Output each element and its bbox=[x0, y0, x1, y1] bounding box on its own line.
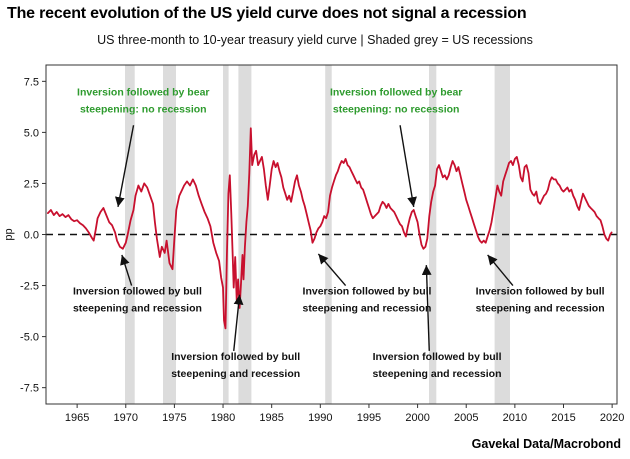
x-tick-label: 1975 bbox=[162, 412, 186, 424]
annotation-arrow-bull-steepening-1981 bbox=[233, 294, 244, 351]
y-tick-label: 2.5 bbox=[24, 178, 39, 190]
page-title: The recent evolution of the US yield cur… bbox=[7, 5, 527, 22]
source-credit: Gavekal Data/Macrobond bbox=[471, 437, 621, 451]
annotation-text-bear-steepening-1967: steepening: no recession bbox=[80, 103, 207, 115]
annotation-text-bull-steepening-2006: steepening and recession bbox=[476, 302, 605, 314]
annotation-text-bull-steepening-1981: steepening and recession bbox=[171, 368, 300, 380]
y-axis-label: pp bbox=[3, 228, 15, 240]
annotation-text-bull-steepening-1989: steepening and recession bbox=[303, 302, 432, 314]
annotation-text-bull-steepening-1989: Inversion followed by bull bbox=[303, 286, 432, 298]
y-tick-label: 0.0 bbox=[24, 230, 39, 242]
x-tick-label: 1995 bbox=[357, 412, 381, 424]
annotation-arrow-bear-steepening-1967 bbox=[115, 125, 135, 208]
yield-curve-chart: -7.5 -5.0 -2.5 0.0 2.5 5.0 7.5 1965 1970 1975 1980… bbox=[3, 64, 624, 424]
annotation-text-bull-steepening-2000: steepening and recession bbox=[373, 368, 502, 380]
annotation-arrow-bull-steepening-2006 bbox=[487, 254, 514, 286]
x-tick-label: 2010 bbox=[503, 412, 527, 424]
x-tick-label: 1970 bbox=[114, 412, 138, 424]
x-tick-label: 2020 bbox=[600, 412, 624, 424]
annotation-text-bull-steepening-2006: Inversion followed by bull bbox=[476, 286, 605, 298]
annotation-text-bull-steepening-1969: Inversion followed by bull bbox=[73, 286, 202, 298]
annotation-arrow-bear-steepening-1998 bbox=[399, 125, 417, 208]
y-tick-label: -5.0 bbox=[20, 332, 39, 344]
recession-band bbox=[223, 65, 229, 404]
chart-subtitle: US three-month to 10-year treasury yield… bbox=[97, 33, 533, 47]
y-tick-label: -2.5 bbox=[20, 281, 39, 293]
yield-curve-line bbox=[47, 127, 613, 330]
annotation-arrow-bull-steepening-1969 bbox=[120, 254, 133, 286]
annotation-text-bull-steepening-1981: Inversion followed by bull bbox=[171, 351, 300, 363]
x-tick-label: 2005 bbox=[454, 412, 478, 424]
annotation-text-bull-steepening-1969: steepening and recession bbox=[73, 302, 202, 314]
y-tick-label: 5.0 bbox=[24, 127, 39, 139]
x-tick-label: 1990 bbox=[308, 412, 332, 424]
annotation-text-bull-steepening-2000: Inversion followed by bull bbox=[373, 351, 502, 363]
recession-band bbox=[125, 65, 135, 404]
x-tick-label: 1965 bbox=[65, 412, 89, 424]
annotation-arrow-bull-steepening-1989 bbox=[317, 253, 347, 287]
x-tick-label: 2015 bbox=[551, 412, 575, 424]
x-tick-label: 1980 bbox=[211, 412, 235, 424]
annotation-text-bear-steepening-1967: Inversion followed by bear bbox=[77, 87, 209, 99]
annotation-arrow-bull-steepening-2000 bbox=[421, 265, 432, 351]
y-tick-label: -7.5 bbox=[20, 383, 39, 395]
annotation-text-bear-steepening-1998: Inversion followed by bear bbox=[330, 87, 462, 99]
x-tick-label: 2000 bbox=[405, 412, 429, 424]
x-tick-label: 1985 bbox=[259, 412, 283, 424]
annotation-text-bear-steepening-1998: steepening: no recession bbox=[333, 103, 460, 115]
y-tick-label: 7.5 bbox=[24, 76, 39, 88]
